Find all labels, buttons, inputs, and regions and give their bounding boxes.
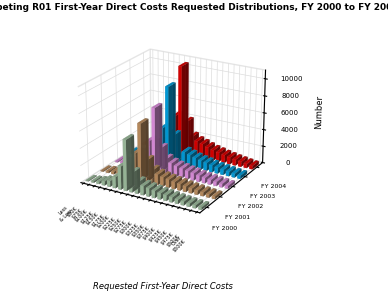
Text: Competing R01 First-Year Direct Costs Requested Distributions, FY 2000 to FY 200: Competing R01 First-Year Direct Costs Re… <box>0 3 388 12</box>
Text: Requested First-Year Direct Costs: Requested First-Year Direct Costs <box>93 282 233 291</box>
